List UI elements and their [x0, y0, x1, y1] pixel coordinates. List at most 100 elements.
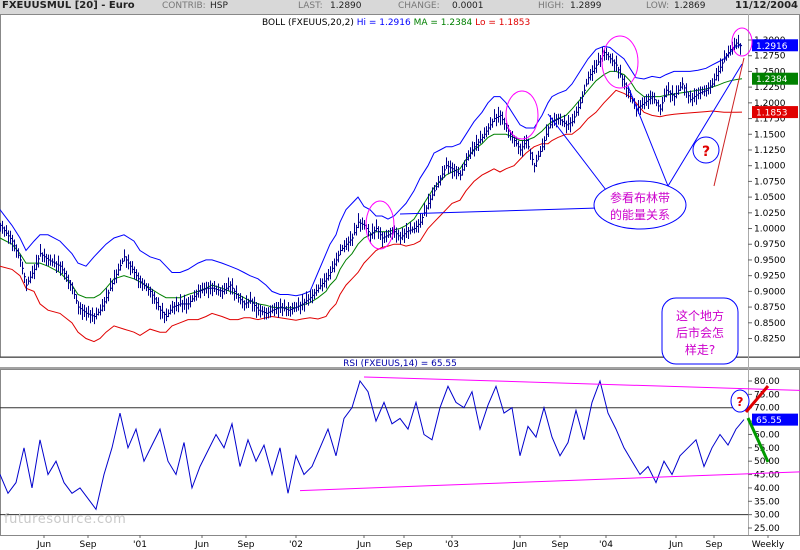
price-y-tick-label: 1.0750	[754, 177, 786, 187]
rsi-marker-box	[752, 413, 798, 426]
x-tick-label: Jun	[36, 540, 51, 550]
rsi-question-mark: ?	[737, 395, 744, 409]
question-mark-text: ?	[702, 144, 710, 160]
high-label: HIGH:	[538, 1, 565, 11]
rsi-title: RSI (FXEUUS,14) = 65.55	[343, 359, 457, 369]
contrib-value: HSP	[210, 1, 228, 11]
callout-arrow	[399, 207, 599, 215]
callout2-line1: 这个地方	[676, 308, 724, 323]
symbol-title: FXEUUSMUL [20] - Euro	[2, 0, 135, 11]
x-tick-label: '01	[133, 540, 147, 550]
price-y-tick-label: 1.1250	[754, 146, 786, 156]
x-tick-label: Jun	[356, 540, 371, 550]
price-marker-box	[752, 106, 798, 119]
x-tick-label: '03	[445, 540, 459, 550]
change-value: 0.0001	[452, 1, 484, 11]
rsi-y-tick-label: 55.00	[754, 444, 780, 454]
callout-text-line2: 的能量关系	[610, 207, 670, 222]
callout2-line3: 样走?	[685, 342, 715, 357]
price-y-tick-label: 0.8250	[754, 335, 786, 345]
boll-legend: BOLL (FXEUUS,20,2) Hi = 1.2916 MA = 1.23…	[262, 18, 530, 28]
watermark: futuresource.com	[4, 512, 127, 527]
boll-legend-ma: MA = 1.2384	[414, 18, 476, 28]
rsi-y-tick-label: 60.00	[754, 430, 780, 440]
price-y-tick-label: 1.1750	[754, 115, 786, 125]
x-tick-label: Sep	[396, 540, 413, 550]
last-value: 1.2890	[330, 1, 362, 11]
rsi-red-arrow	[744, 385, 770, 413]
last-label: LAST:	[298, 1, 323, 11]
price-y-tick-label: 0.9750	[754, 240, 786, 250]
price-y-tick-label: 1.1000	[754, 162, 786, 172]
price-marker-label: 1.1853	[756, 109, 788, 119]
price-marker-box	[752, 72, 798, 85]
price-marker-label: 1.2916	[756, 42, 788, 52]
peak-circle-annotation	[731, 27, 753, 57]
price-marker-label: 1.2384	[756, 75, 788, 85]
low-label: LOW:	[646, 1, 670, 11]
x-tick-label: '02	[289, 540, 303, 550]
callout-bubble-2	[661, 297, 739, 365]
callout2-line2: 后市会怎	[676, 325, 724, 340]
price-y-tick-label: 1.2750	[754, 52, 786, 62]
price-y-tick-label: 0.8750	[754, 303, 786, 313]
rsi-trendline	[299, 471, 800, 492]
red-arrow-line	[713, 57, 745, 187]
price-y-tick-label: 0.9500	[754, 256, 786, 266]
rsi-y-tick-label: 30.00	[754, 511, 780, 521]
peak-circle-annotation	[601, 35, 639, 89]
x-tick-label: Sep	[80, 540, 97, 550]
rsi-y-tick-label: 70.00	[754, 404, 780, 414]
upper-bollinger-band	[0, 44, 743, 297]
contrib-label: CONTRIB:	[162, 1, 206, 11]
rsi-question-circle	[730, 389, 750, 413]
chart-date: 11/12/2004	[735, 0, 798, 11]
peak-circle-annotation	[365, 200, 395, 250]
callout-bubble	[593, 180, 687, 230]
header-bar: FXEUUSMUL [20] - Euro CONTRIB: HSP LAST:…	[0, 0, 800, 15]
boll-legend-lo: Lo = 1.1853	[475, 18, 530, 28]
price-y-tick-label: 0.9000	[754, 287, 786, 297]
x-tick-label: '04	[599, 540, 613, 550]
callout-arrow	[627, 85, 669, 187]
boll-legend-title: BOLL (FXEUUS,20,2)	[262, 18, 357, 28]
boll-legend-hi: Hi = 1.2916	[357, 18, 414, 28]
x-tick-label: Jun	[512, 540, 527, 550]
x-tick-label: Sep	[552, 540, 569, 550]
rsi-y-tick-label: 80.00	[754, 377, 780, 387]
callout-text-line1: 参看布林带	[610, 190, 670, 205]
callout-arrow	[547, 113, 607, 191]
rsi-line	[0, 379, 745, 511]
x-tick-label: Sep	[706, 540, 723, 550]
low-value: 1.2869	[674, 1, 706, 11]
high-value: 1.2899	[570, 1, 602, 11]
peak-circle-annotation	[505, 90, 539, 140]
price-y-tick-label: 1.1500	[754, 130, 786, 140]
price-y-tick-label: 1.0250	[754, 209, 786, 219]
rsi-panel-frame	[0, 369, 800, 536]
rsi-y-tick-label: 35.00	[754, 497, 780, 507]
price-y-tick-label: 0.8500	[754, 319, 786, 329]
x-tick-label: Jun	[194, 540, 209, 550]
x-tick-label: Weekly	[752, 540, 785, 550]
callout-arrow	[667, 63, 743, 187]
price-y-tick-label: 1.2500	[754, 67, 786, 77]
x-tick-label: Jun	[668, 540, 683, 550]
rsi-green-arrow	[746, 417, 770, 463]
rsi-marker-label: 65.55	[756, 416, 782, 426]
price-y-tick-label: 0.9250	[754, 272, 786, 282]
rsi-y-tick-label: 25.00	[754, 524, 780, 534]
price-y-tick-label: 1.2250	[754, 83, 786, 93]
price-y-tick-label: 1.2000	[754, 99, 786, 109]
question-bubble	[692, 136, 720, 164]
rsi-trendline	[363, 376, 800, 391]
price-marker-box	[752, 39, 798, 52]
rsi-y-tick-label: 75.00	[754, 390, 780, 400]
price-bars	[0, 34, 742, 325]
price-y-tick-label: 1.0000	[754, 225, 786, 235]
lower-bollinger-band	[0, 89, 743, 343]
rsi-y-tick-label: 45.00	[754, 471, 780, 481]
x-tick-label: Sep	[238, 540, 255, 550]
rsi-y-tick-label: 40.00	[754, 484, 780, 494]
